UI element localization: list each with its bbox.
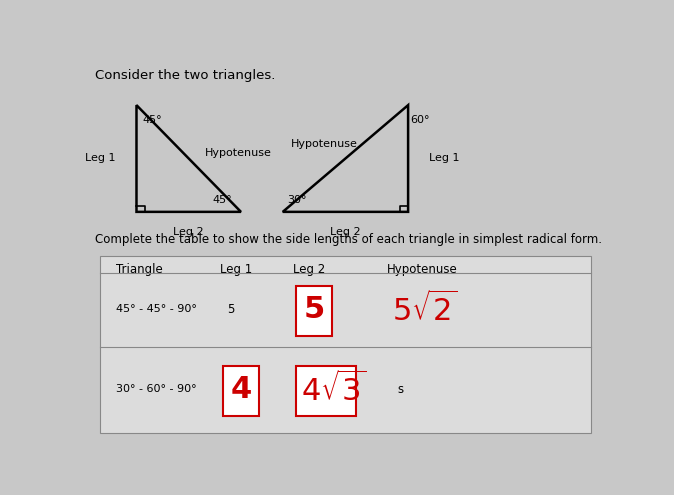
Text: $5\sqrt{2}$: $5\sqrt{2}$ (392, 291, 458, 327)
Text: 45° - 45° - 90°: 45° - 45° - 90° (116, 304, 196, 314)
Text: Triangle: Triangle (116, 263, 162, 276)
Text: Consider the two triangles.: Consider the two triangles. (94, 69, 275, 82)
Text: Leg 2: Leg 2 (173, 227, 204, 237)
Text: Complete the table to show the side lengths of each triangle in simplest radical: Complete the table to show the side leng… (94, 233, 602, 246)
Bar (222, 366, 259, 416)
Text: Leg 1: Leg 1 (429, 153, 460, 163)
Text: Hypotenuse: Hypotenuse (291, 139, 358, 149)
Text: Leg 1: Leg 1 (220, 263, 252, 276)
Text: Leg 2: Leg 2 (293, 263, 326, 276)
Text: $4\sqrt{3}$: $4\sqrt{3}$ (301, 371, 367, 407)
Text: 30°: 30° (287, 195, 307, 205)
Text: 45°: 45° (143, 115, 162, 125)
Text: Leg 2: Leg 2 (330, 227, 361, 237)
Text: 5: 5 (227, 302, 234, 315)
Text: Hypotenuse: Hypotenuse (204, 148, 271, 158)
Text: 60°: 60° (410, 115, 430, 125)
Text: Hypotenuse: Hypotenuse (387, 263, 458, 276)
Bar (296, 286, 332, 336)
Bar (296, 366, 356, 416)
Text: Leg 1: Leg 1 (85, 153, 116, 163)
Text: 4: 4 (231, 375, 251, 403)
Text: 30° - 60° - 90°: 30° - 60° - 90° (116, 384, 196, 394)
Text: 45°: 45° (212, 195, 232, 205)
Text: 5: 5 (303, 295, 325, 324)
Bar (100, 256, 591, 433)
Text: s: s (398, 383, 404, 396)
